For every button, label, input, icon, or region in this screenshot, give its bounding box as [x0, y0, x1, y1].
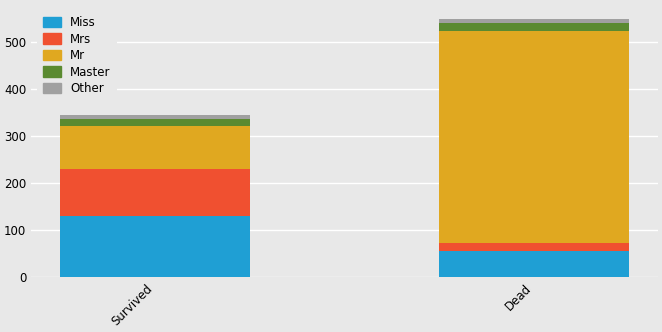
- Bar: [440, 32, 630, 243]
- Bar: [440, 251, 630, 277]
- Bar: [440, 24, 630, 32]
- Bar: [60, 126, 250, 169]
- Bar: [60, 115, 250, 120]
- Bar: [440, 19, 630, 24]
- Legend: Miss, Mrs, Mr, Master, Other: Miss, Mrs, Mr, Master, Other: [37, 10, 117, 101]
- Bar: [440, 243, 630, 251]
- Bar: [60, 169, 250, 216]
- Bar: [60, 120, 250, 126]
- Bar: [60, 216, 250, 277]
